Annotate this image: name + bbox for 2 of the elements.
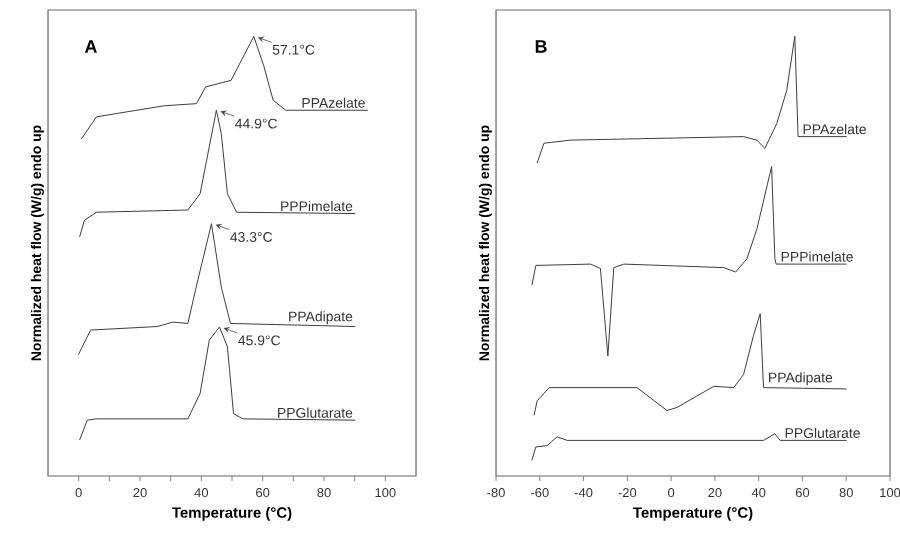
- chart-title: A: [84, 40, 97, 53]
- chart-title: B: [535, 40, 547, 53]
